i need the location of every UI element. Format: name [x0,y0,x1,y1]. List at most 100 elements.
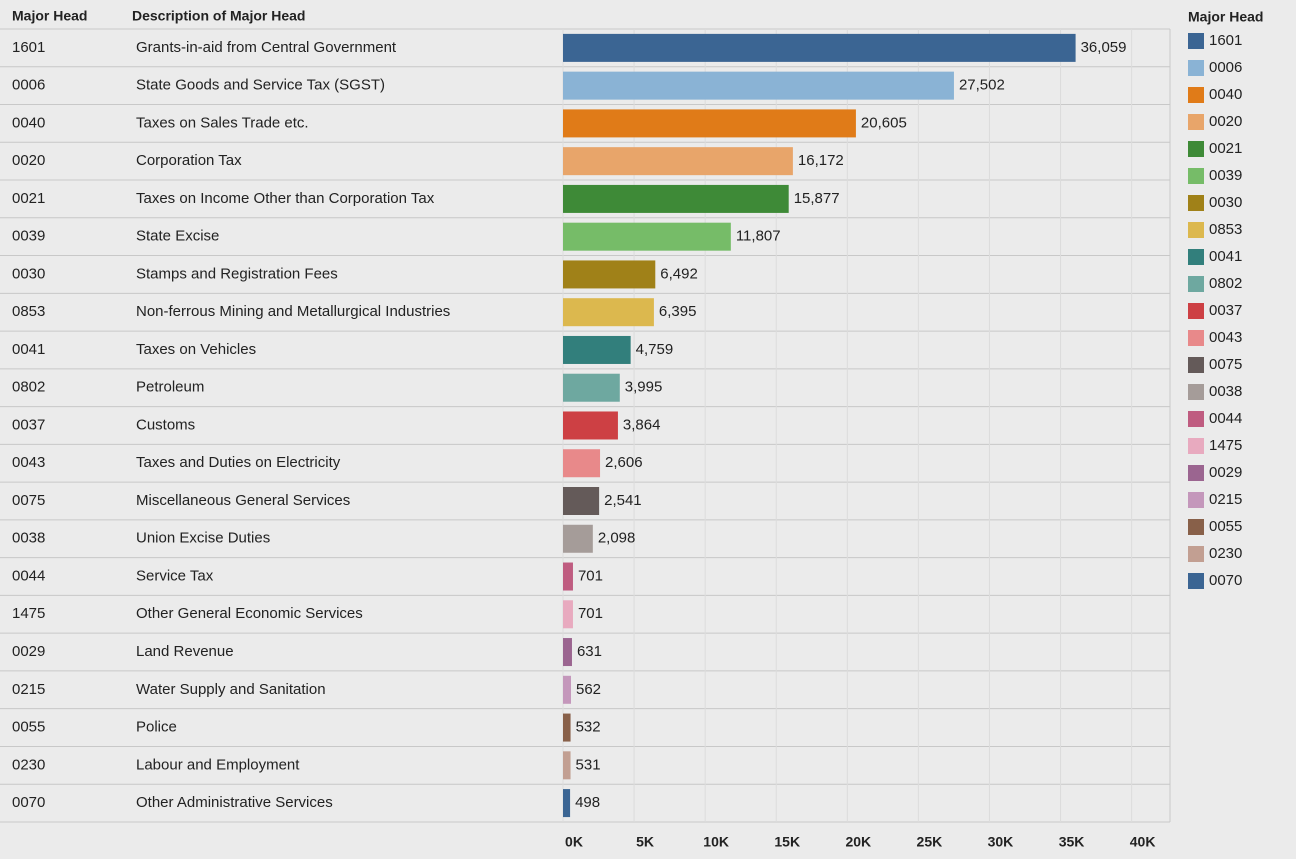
legend-swatch [1188,87,1204,103]
legend-label: 0006 [1209,59,1242,76]
description: Taxes on Income Other than Corporation T… [136,190,435,207]
legend-swatch [1188,411,1204,427]
value-label: 532 [576,719,601,736]
legend-label: 0853 [1209,221,1242,238]
legend-label: 0055 [1209,518,1242,535]
description: Stamps and Registration Fees [136,265,338,282]
major-head: 0021 [12,190,45,207]
description: Non-ferrous Mining and Metallurgical Ind… [136,303,450,320]
value-label: 11,807 [736,228,781,245]
legend-label: 0802 [1209,275,1242,292]
legend-swatch [1188,330,1204,346]
legend-swatch [1188,438,1204,454]
bar [563,675,571,704]
major-head: 0070 [12,794,45,811]
value-label: 6,492 [660,265,698,282]
bar [563,298,654,327]
legend-label: 0029 [1209,464,1242,481]
major-head: 0230 [12,756,45,773]
value-label: 3,864 [623,416,661,433]
legend-swatch [1188,114,1204,130]
x-tick-label: 25K [917,834,943,850]
legend-swatch [1188,195,1204,211]
description: Taxes and Duties on Electricity [136,454,341,471]
legend-label: 0070 [1209,572,1242,589]
legend-label: 0030 [1209,194,1242,211]
description: Customs [136,416,195,433]
legend-swatch [1188,276,1204,292]
legend-label: 0039 [1209,167,1242,184]
column-header: Major Head [12,8,87,24]
value-label: 27,502 [959,77,1005,94]
legend-label: 0020 [1209,113,1242,130]
major-head: 0043 [12,454,45,471]
description: Corporation Tax [136,152,242,169]
major-head: 0039 [12,228,45,245]
bar [563,147,793,176]
bar [563,411,618,440]
legend-label: 0037 [1209,302,1242,319]
bar [563,638,572,667]
value-label: 701 [578,567,603,584]
legend-label: 0038 [1209,383,1242,400]
legend-swatch [1188,357,1204,373]
major-head: 0044 [12,567,45,584]
legend-title: Major Head [1188,9,1263,25]
value-label: 6,395 [659,303,697,320]
legend-swatch [1188,249,1204,265]
value-label: 701 [578,605,603,622]
value-label: 36,059 [1081,39,1127,56]
description: Water Supply and Sanitation [136,681,326,698]
column-header: Description of Major Head [132,8,305,24]
value-label: 562 [576,681,601,698]
bar [563,449,601,478]
legend-swatch [1188,168,1204,184]
legend-swatch [1188,492,1204,508]
value-label: 2,606 [605,454,643,471]
legend-swatch [1188,303,1204,319]
bar [563,789,571,818]
legend-swatch [1188,141,1204,157]
legend-swatch [1188,519,1204,535]
value-label: 498 [575,794,600,811]
value-label: 20,605 [861,114,907,131]
bar [563,184,789,213]
legend-label: 0044 [1209,410,1242,427]
legend-swatch [1188,222,1204,238]
major-head: 0041 [12,341,45,358]
legend-swatch [1188,573,1204,589]
major-head: 0055 [12,719,45,736]
value-label: 531 [576,756,601,773]
legend-label: 1601 [1209,32,1242,49]
bar [563,33,1076,62]
bar [563,109,856,138]
major-head: 1601 [12,39,45,56]
x-tick-label: 35K [1059,834,1085,850]
description: Taxes on Vehicles [136,341,256,358]
value-label: 4,759 [636,341,674,358]
x-tick-label: 40K [1130,834,1156,850]
legend-label: 0215 [1209,491,1242,508]
description: State Goods and Service Tax (SGST) [136,77,385,94]
major-head: 0029 [12,643,45,660]
bar [563,487,600,515]
major-head: 0040 [12,114,45,131]
bar [563,600,573,629]
legend-label: 1475 [1209,437,1242,454]
bar [563,335,631,364]
description: Labour and Employment [136,756,300,773]
bar [563,751,571,780]
legend-swatch [1188,546,1204,562]
description: Petroleum [136,379,204,396]
legend-swatch [1188,33,1204,49]
value-label: 15,877 [794,190,840,207]
description: Union Excise Duties [136,530,270,547]
legend-swatch [1188,60,1204,76]
description: Police [136,719,177,736]
description: Grants-in-aid from Central Government [136,39,397,56]
major-head: 0037 [12,416,45,433]
bar [563,71,954,100]
bar [563,713,571,742]
major-head: 0038 [12,530,45,547]
